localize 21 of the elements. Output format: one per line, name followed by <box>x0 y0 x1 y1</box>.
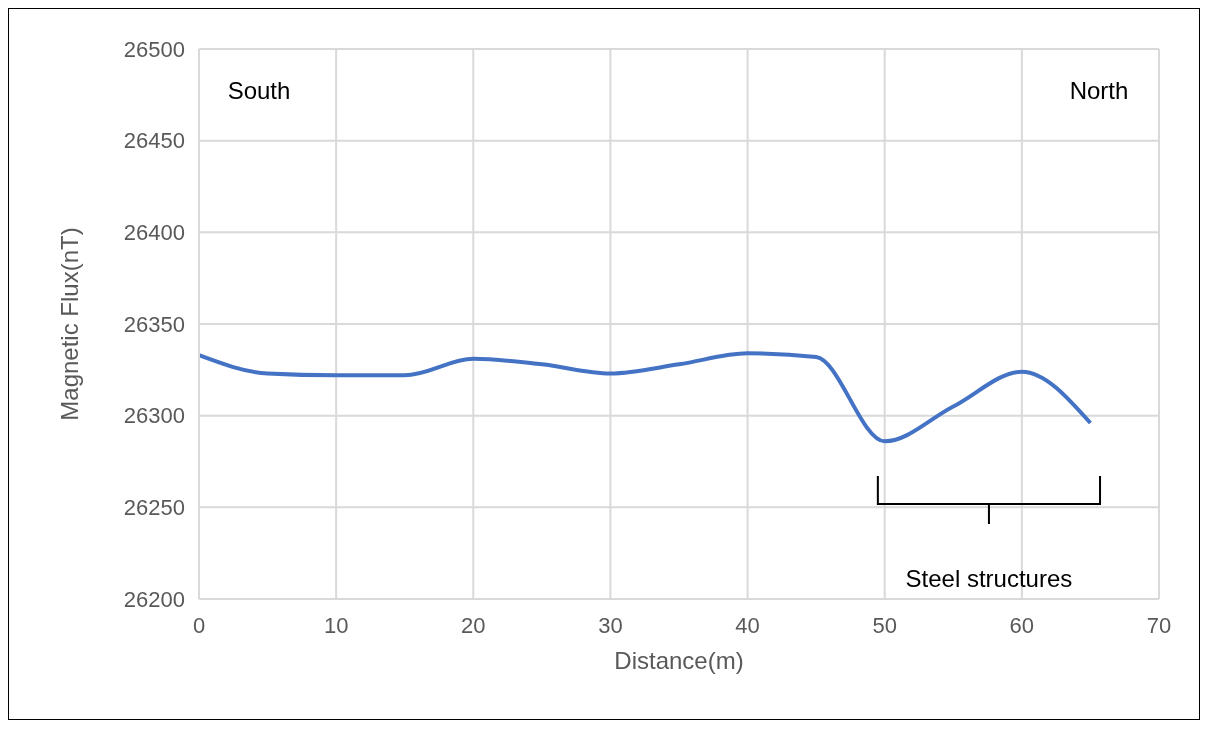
y-tick-label: 26200 <box>123 586 185 612</box>
x-tick-label: 40 <box>735 612 760 638</box>
y-tick-label: 26450 <box>123 128 185 154</box>
y-tick-label: 26250 <box>123 495 185 521</box>
x-tick-label: 20 <box>461 612 486 638</box>
x-tick-label: 50 <box>872 612 897 638</box>
x-tick-label: 10 <box>323 612 349 638</box>
y-tick-label: 26350 <box>123 311 185 337</box>
x-tick-label: 30 <box>598 612 623 638</box>
y-tick-label: 26400 <box>123 220 185 246</box>
x-tick-label: 60 <box>1009 612 1035 638</box>
annotation: Steel structures <box>905 565 1073 592</box>
y-tick-label: 26300 <box>123 403 185 429</box>
line-series <box>199 351 1093 444</box>
annotation: South <box>227 77 291 104</box>
x-tick-label: 0 <box>192 612 206 638</box>
annotation: North <box>1069 77 1129 104</box>
y-axis-title: Magnetic Flux(nT) <box>55 227 83 421</box>
y-tick-label: 26500 <box>123 36 185 62</box>
x-tick-label: 70 <box>1146 612 1172 638</box>
x-axis-title: Distance(m) <box>614 647 744 674</box>
